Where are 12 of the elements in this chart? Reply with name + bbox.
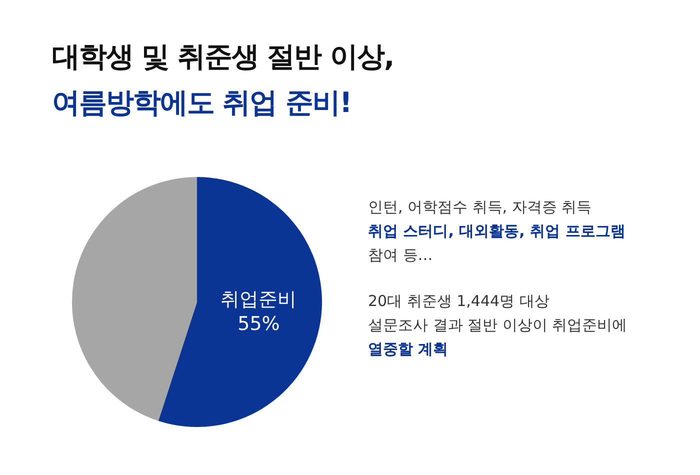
text: 열중할 계획 [368,339,450,360]
slice-label: 취업준비 [220,288,297,310]
chart-subtitle: 여름방학에도 취업 준비! [52,85,352,121]
pie-slice [158,177,322,427]
data-label: 55% [238,313,280,336]
text: 설문조사 결과 절반 이상이 취업준비에 [368,315,628,336]
pie-slice [72,177,197,421]
text: 참여 등… [368,245,434,266]
text: 취업 스터디, 대외활동, 취업 프로그램 [368,221,626,242]
text: 인턴, 어학점수 취득, 자격증 취득 [368,197,593,218]
chart-title: 대학생 및 취준생 절반 이상, [52,39,394,75]
text: 20대 취준생 1,444명 대상 [368,291,550,312]
